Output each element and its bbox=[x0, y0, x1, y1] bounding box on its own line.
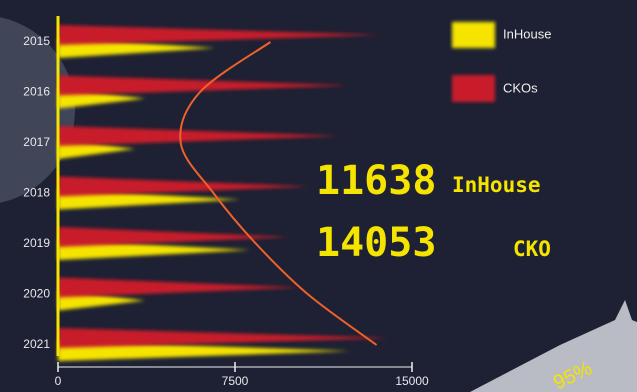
legend-swatch bbox=[452, 75, 495, 102]
y-tick-label: 2019 bbox=[23, 236, 50, 250]
annotation-value: 14053 bbox=[316, 220, 436, 266]
y-tick-label: 2016 bbox=[23, 85, 50, 99]
y-tick-label: 2020 bbox=[23, 287, 50, 301]
bar bbox=[58, 75, 350, 96]
x-tick-label: 15000 bbox=[395, 374, 429, 388]
bar bbox=[58, 277, 300, 298]
plot: 0 7500 15000 2015 2016 2017 2018 2019 2020 2021 bbox=[23, 16, 429, 388]
annotation-value: 11638 bbox=[316, 158, 436, 204]
bar bbox=[58, 240, 251, 260]
bar bbox=[58, 341, 350, 361]
decor-hill bbox=[470, 300, 637, 392]
trend-curve bbox=[179, 41, 378, 346]
annotation-label: CKO bbox=[513, 237, 551, 261]
legend-swatch bbox=[452, 22, 495, 48]
bar bbox=[58, 25, 380, 45]
x-tick-label: 7500 bbox=[222, 374, 249, 388]
decor-circle bbox=[0, 17, 75, 203]
bar bbox=[58, 176, 311, 197]
legend-label: InHouse bbox=[503, 26, 551, 41]
y-tick-label: 2015 bbox=[23, 34, 50, 48]
legend-label: CKOs bbox=[503, 80, 538, 95]
bar bbox=[58, 126, 341, 146]
y-tick-label: 2017 bbox=[23, 135, 50, 149]
y-tick-label: 2021 bbox=[23, 337, 50, 351]
annotation-label: InHouse bbox=[452, 173, 541, 197]
x-tick-label: 0 bbox=[55, 374, 62, 388]
y-tick-label: 2018 bbox=[23, 186, 50, 200]
bar bbox=[58, 227, 290, 247]
bar bbox=[58, 328, 391, 348]
